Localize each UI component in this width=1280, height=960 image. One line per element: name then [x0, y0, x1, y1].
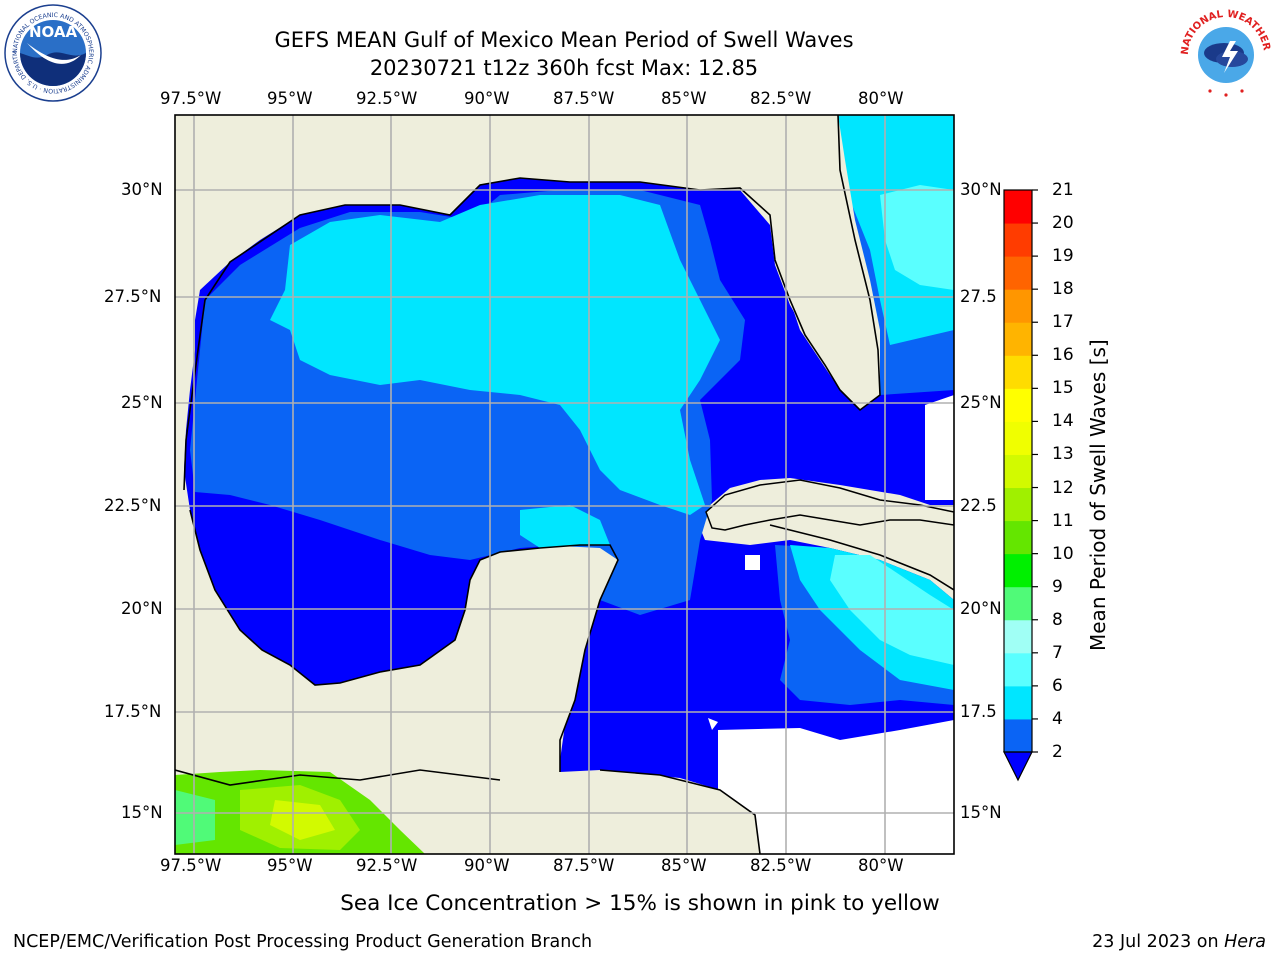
footer-host: Hera	[1224, 932, 1266, 952]
colorbar-extend-arrow	[1003, 751, 1033, 782]
colorbar-title: Mean Period of Swell Waves [s]	[1086, 339, 1110, 651]
colorbar-segment	[1004, 718, 1032, 753]
no-data-area	[925, 395, 954, 500]
lon-tick-label: 80°W	[858, 89, 904, 108]
lat-tick-label: 22.5	[960, 496, 997, 515]
colorbar-tick-label: 7	[1052, 642, 1063, 663]
lon-tick-label: 82.5°W	[750, 89, 812, 108]
colorbar-tick-label: 12	[1052, 477, 1074, 498]
colorbar-segment	[1004, 421, 1032, 455]
colorbar-tick-label: 16	[1052, 345, 1074, 366]
lat-tick-label: 25°N	[960, 393, 1002, 412]
colorbar-tick-label: 14	[1052, 411, 1074, 432]
colorbar-segment	[1004, 553, 1032, 588]
sea-ice-note: Sea Ice Concentration > 15% is shown in …	[340, 891, 940, 916]
no-data-area	[718, 720, 954, 854]
yucatan-land	[370, 546, 618, 780]
footer-date: 23 Jul 2023 on Hera	[1092, 932, 1266, 952]
colorbar-tick-label: 9	[1052, 576, 1063, 597]
national-weather-service-logo: NATIONAL WEATHER SERVICE	[1176, 3, 1274, 101]
colorbar-tick-label: 4	[1052, 708, 1063, 729]
footer-credit: NCEP/EMC/Verification Post Processing Pr…	[13, 932, 593, 952]
colorbar-tick-label: 18	[1052, 279, 1074, 300]
map-frame	[174, 114, 955, 855]
lon-tick-label: 92.5°W	[356, 89, 418, 108]
lon-tick-label: 97.5°W	[160, 89, 222, 108]
colorbar-tick-label: 2	[1052, 742, 1063, 762]
lon-tick-label: 95°W	[267, 89, 313, 108]
colorbar-segment	[1004, 685, 1032, 720]
colorbar-segment	[1004, 256, 1032, 290]
colorbar-segment	[1004, 289, 1032, 323]
colorbar-tick-label: 21	[1052, 180, 1074, 200]
lon-tick-label: 87.5°W	[553, 89, 615, 108]
lon-tick-label: 87.5°W	[553, 856, 615, 875]
graticule	[175, 115, 954, 854]
lon-tick-label: 90°W	[464, 856, 510, 875]
colorbar-tick-label: 8	[1052, 609, 1063, 630]
lat-tick-label: 15°N	[121, 803, 163, 822]
lon-tick-label: 85°W	[661, 89, 707, 108]
colorbar-tick-label: 19	[1052, 246, 1074, 267]
lat-tick-label: 22.5°N	[104, 496, 162, 515]
colorbar-frame	[1003, 189, 1033, 753]
lat-tick-label: 27.5	[960, 287, 997, 306]
colorbar-segment	[1004, 355, 1032, 389]
lat-tick-label: 15°N	[960, 803, 1002, 822]
no-data-area	[708, 718, 718, 730]
noaa-logo-text: NOAA	[29, 23, 78, 41]
map-title-line2: 20230721 t12z 360h fcst Max: 12.85	[369, 56, 759, 80]
colorbar-segment	[1004, 322, 1032, 356]
colorbar-tick-label: 17	[1052, 312, 1074, 333]
footer-date-text: 23 Jul 2023 on	[1092, 932, 1225, 952]
colorbar-segment	[1004, 520, 1032, 555]
map-title-line1: GEFS MEAN Gulf of Mexico Mean Period of …	[274, 28, 854, 52]
florida-land	[700, 115, 880, 395]
lat-tick-label: 30°N	[121, 180, 163, 199]
colorbar-tick-label: 11	[1052, 510, 1074, 531]
lon-tick-label: 97.5°W	[160, 856, 222, 875]
no-data-area	[745, 555, 760, 570]
colorbar-segment	[1004, 454, 1032, 489]
colorbar-segment	[1004, 190, 1032, 224]
colorbar-tick-label: 13	[1052, 444, 1074, 465]
lon-tick-label: 85°W	[661, 856, 707, 875]
noaa-logo: NATIONAL OCEANIC AND ATMOSPHERIC ADMINIS…	[3, 3, 102, 102]
swell-band-4-6	[520, 505, 610, 548]
colorbar-tick-label: 10	[1052, 543, 1074, 564]
lon-tick-label: 90°W	[464, 89, 510, 108]
colorbar-tick-label: 6	[1052, 675, 1063, 696]
lon-tick-label: 92.5°W	[356, 856, 418, 875]
swell-band-pacific-yellow	[270, 800, 335, 840]
swell-band-6-7	[880, 185, 954, 290]
lat-tick-label: 17.5	[960, 702, 997, 721]
swell-band-pacific-green	[175, 790, 215, 845]
colorbar-segment	[1004, 487, 1032, 522]
colorbar-segment	[1004, 586, 1032, 621]
colorbar-tick-label: 15	[1052, 378, 1074, 399]
lat-tick-label: 30°N	[960, 180, 1002, 199]
lon-tick-label: 95°W	[267, 856, 313, 875]
colorbar-segment	[1004, 619, 1032, 654]
swell-band-6-7	[830, 555, 954, 665]
lat-tick-label: 27.5°N	[104, 287, 162, 306]
swell-band-4-6	[270, 195, 720, 515]
lat-tick-label: 20°N	[121, 599, 163, 618]
lon-tick-label: 82.5°W	[750, 856, 812, 875]
lon-tick-label: 80°W	[858, 856, 904, 875]
lat-tick-label: 17.5°N	[104, 702, 162, 721]
lat-tick-label: 20°N	[960, 599, 1002, 618]
colorbar-segment	[1004, 223, 1032, 257]
colorbar-segment	[1004, 652, 1032, 687]
colorbar-tick-label: 20	[1052, 213, 1074, 234]
lat-tick-label: 25°N	[121, 393, 163, 412]
colorbar	[1003, 189, 1038, 782]
colorbar-segment	[1004, 388, 1032, 422]
cuba-land	[705, 479, 954, 531]
